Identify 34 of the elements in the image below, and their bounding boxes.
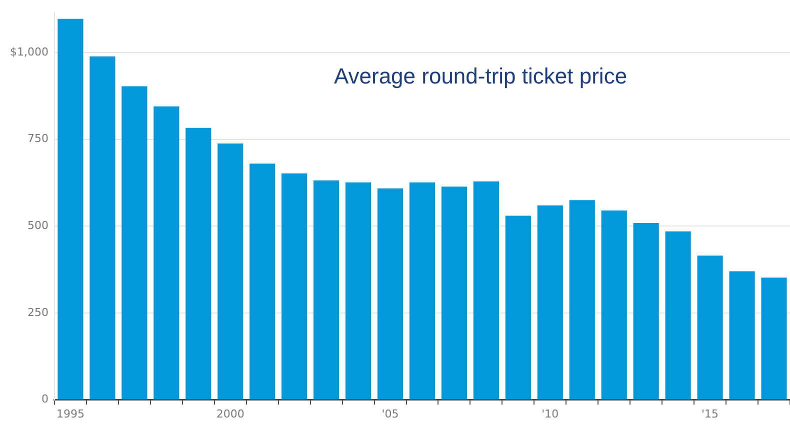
text: Average round-trip ticket price (334, 64, 628, 89)
bar (729, 271, 755, 400)
bar (537, 205, 563, 400)
bar (122, 86, 148, 400)
x-tick-label: '05 (382, 407, 399, 420)
bar (665, 231, 691, 400)
bar (761, 278, 787, 400)
y-tick-label: 500 (27, 219, 48, 232)
x-tick-label: '10 (542, 407, 559, 420)
bar (314, 180, 340, 400)
bar (633, 223, 659, 400)
bar (473, 181, 499, 400)
y-tick-label: 250 (27, 306, 48, 319)
bar (218, 144, 244, 400)
bar (345, 182, 372, 400)
bar (90, 56, 116, 400)
bar (154, 106, 180, 400)
bar (282, 173, 308, 400)
bar (250, 164, 276, 400)
x-tick-label: '15 (702, 407, 719, 420)
bar (409, 182, 436, 400)
x-tick-label: 2000 (216, 407, 244, 420)
bar (505, 216, 531, 400)
bar (441, 186, 468, 400)
bar (377, 188, 404, 400)
y-tick-label: $1,000 (10, 45, 48, 58)
bar (569, 200, 595, 400)
bar (697, 256, 723, 400)
y-tick-label: 0 (41, 392, 48, 406)
bar (601, 210, 627, 400)
bar (186, 128, 212, 400)
bar (58, 18, 84, 400)
y-tick-label: 750 (27, 132, 48, 146)
x-tick-label: 1995 (56, 407, 84, 420)
